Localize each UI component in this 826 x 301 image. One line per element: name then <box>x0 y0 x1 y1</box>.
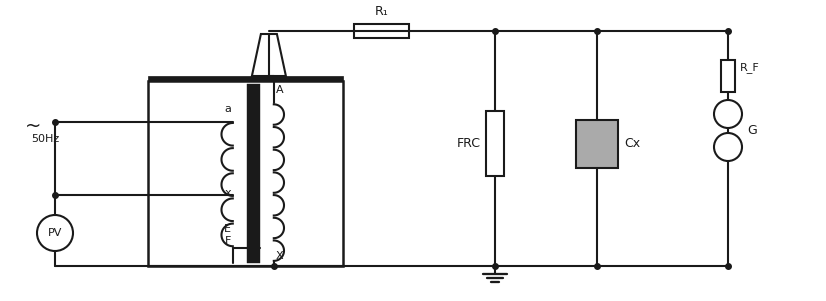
Text: G: G <box>747 124 757 137</box>
Text: E: E <box>224 225 230 234</box>
Text: 50Hz: 50Hz <box>31 134 59 144</box>
Bar <box>721 60 735 92</box>
Bar <box>148 76 343 81</box>
Text: A: A <box>276 85 283 95</box>
Text: ~: ~ <box>25 116 41 135</box>
Text: F: F <box>225 237 230 247</box>
Text: a: a <box>224 104 230 114</box>
Bar <box>148 81 343 266</box>
Text: R₁: R₁ <box>375 5 389 18</box>
Bar <box>576 119 618 167</box>
Text: R_F: R_F <box>740 63 760 73</box>
Text: PV: PV <box>48 228 62 238</box>
Bar <box>486 111 504 176</box>
Bar <box>354 24 410 38</box>
Text: X: X <box>276 251 283 261</box>
Text: FRC: FRC <box>457 137 481 150</box>
Bar <box>247 84 260 263</box>
Text: Cx: Cx <box>624 137 640 150</box>
Text: x: x <box>224 188 230 198</box>
